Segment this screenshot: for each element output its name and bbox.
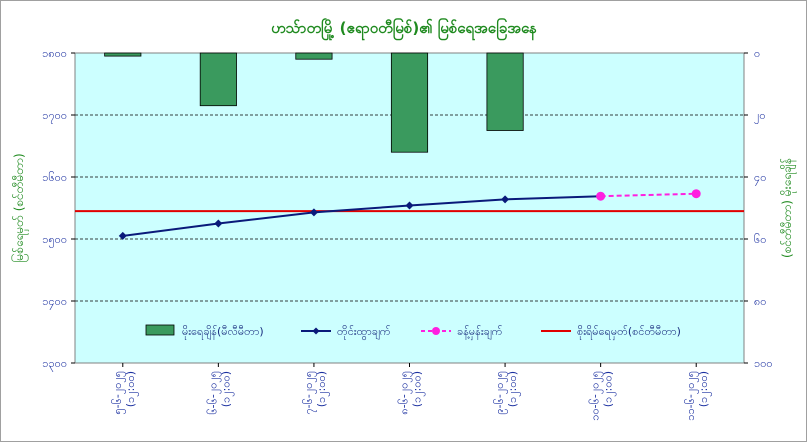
x-tick-date: ၇-၆-၂၀၂၅ [302, 371, 317, 415]
x-tick-label: ၅-၆-၂၀၂၅ (၁၂:၀၀) [111, 371, 139, 415]
x-tick-label: ၆-၆-၂၀၂၅ (၁၂:၀၀) [206, 371, 234, 415]
legend-label: စိုးရိမ်ရေမှတ်(စင်တီမီတာ) [577, 325, 681, 340]
x-tick-label: ၇-၆-၂၀၂၅ (၁၂:၀၀) [302, 371, 330, 415]
observed-point [309, 208, 318, 217]
observed-point [214, 219, 223, 228]
x-tick-time: (၁၂:၀၀) [124, 371, 139, 407]
y-left-tick-label: ၁၇၀၀ [42, 109, 67, 124]
x-tick-label: ၁၀-၆-၂၀၂၅ (၁၂:၀၀) [589, 371, 617, 421]
x-tick-time: (၁၂:၀၀) [506, 371, 521, 407]
y-left-tick-label: ၁၃၀၀ [42, 357, 67, 372]
x-tick-date: ၈-၆-၂၀၂၅ [398, 371, 413, 415]
x-tick-time: (၁၂:၀၀) [602, 371, 617, 407]
legend-label: တိုင်းထွာချက် [337, 325, 391, 340]
observed-line [122, 195, 601, 237]
legend-item: စိုးရိမ်ရေမှတ်(စင်တီမီတာ) [541, 325, 681, 340]
observed-point [405, 201, 414, 210]
y-right-tick-label: ၁၀၀ [754, 357, 773, 370]
y-left-tick-label: ၁၄၀၀ [42, 295, 67, 310]
observed-point [501, 195, 510, 204]
x-tick-date: ၉-၆-၂၀၂၅ [493, 371, 508, 415]
y-right-tick-label: ၄၀ [754, 171, 766, 186]
legend-item: တိုင်းထွာချက် [301, 325, 391, 340]
x-tick-time: (၁၂:၀၀) [219, 371, 234, 407]
rainfall-bar [486, 52, 524, 131]
forecast-point [596, 191, 606, 201]
rainfall-bar [390, 52, 429, 153]
legend-label: ခန့်မှန်းချက် [457, 325, 503, 340]
forecast-point [691, 189, 701, 199]
x-tick-date: ၅-၆-၂၀၂၅ [111, 371, 126, 415]
x-tick-label: ၉-၆-၂၀၂၅ (၁၂:၀၀) [493, 371, 521, 415]
x-tick-date: ၁၀-၆-၂၀၂၅ [589, 371, 604, 421]
rainfall-bar [104, 52, 142, 57]
y-right-axis-label: (စင်တီမီတာ) မိုးရေချိန် [779, 158, 797, 258]
x-tick-time: (၁၂:၀၀) [411, 371, 426, 407]
legend-swatch-marker [432, 327, 440, 335]
y-left-tick-label: ၁၆၀၀ [42, 171, 67, 184]
x-tick-label: ၁၁-၆-၂၀၂၅ (၁၂:၀၀) [684, 371, 712, 421]
legend-swatch-marker [312, 327, 320, 335]
rainfall-bar [295, 52, 333, 60]
y-left-tick-label: ၁၅၀၀ [42, 233, 67, 248]
y-left-axis-label: မြစ်ရေမှတ် (စင်တီမီတာ) [10, 153, 29, 262]
y-right-tick-label: ၈၀ [754, 295, 766, 308]
y-right-tick-label: ၂၀ [754, 109, 766, 124]
y-right-tick-label: ၀ [754, 47, 760, 60]
observed-point [118, 231, 127, 240]
legend-swatch-bar [145, 324, 175, 336]
rainfall-bar [199, 52, 237, 107]
legend-item: ခန့်မှန်းချက် [421, 325, 503, 340]
legend-item: မိုးရေချိန်(မီလီမီတာ) [145, 324, 264, 340]
legend-label: မိုးရေချိန်(မီလီမီတာ) [182, 325, 264, 340]
x-tick-date: ၁၁-၆-၂၀၂၅ [684, 371, 699, 421]
y-right-tick-label: ၆၀ [754, 233, 766, 246]
y-left-tick-label: ၁၈၀၀ [42, 47, 67, 60]
chart-title: ဟသ်ာတမြို့ (ဧရာဝတီမြစ်)၏ မြစ်ရေအခြေအနေ [271, 17, 537, 41]
x-tick-date: ၆-၆-၂၀၂၅ [206, 371, 221, 415]
x-tick-time: (၁၂:၀၀) [697, 371, 712, 407]
x-tick-label: ၈-၆-၂၀၂၅ (၁၂:၀၀) [398, 371, 426, 415]
x-tick-time: (၁၂:၀၀) [315, 371, 330, 407]
